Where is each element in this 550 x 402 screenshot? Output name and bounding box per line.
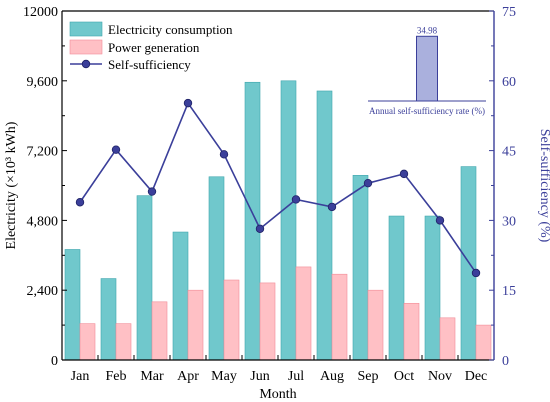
x-tick-label: Mar [140, 369, 164, 384]
bar-generation-apr [187, 289, 204, 361]
self-sufficiency-line [79, 101, 477, 274]
bar-consumption-aug [316, 90, 333, 361]
bar-consumption-jan [64, 249, 81, 361]
bar-generation-feb [115, 323, 132, 361]
point-self-sufficiency-dec [471, 268, 481, 278]
bar-generation-jul [295, 266, 312, 361]
right-tick-label: 60 [502, 75, 516, 90]
point-self-sufficiency-may [219, 150, 229, 159]
bar-generation-aug [331, 273, 348, 361]
point-self-sufficiency-aug [327, 202, 337, 212]
bar-consumption-nov [424, 215, 441, 361]
bar-generation-jun [259, 282, 276, 361]
bar-generation-dec [475, 324, 492, 361]
x-tick-label: Aug [320, 369, 344, 384]
bar-consumption-jul [280, 80, 297, 361]
bar-consumption-mar [136, 195, 153, 361]
x-tick-label: Feb [106, 369, 127, 384]
left-tick-label: 9,600 [27, 75, 59, 90]
bar-consumption-feb [100, 278, 117, 361]
point-self-sufficiency-jun [255, 224, 265, 233]
left-tick-label: 7,200 [27, 145, 59, 160]
point-self-sufficiency-nov [435, 216, 445, 225]
legend-swatch-generation [69, 39, 103, 55]
x-tick-label: Jan [71, 369, 90, 384]
bar-consumption-apr [172, 231, 189, 361]
legend-label-generation: Power generation [108, 40, 200, 55]
right-tick-label: 30 [502, 214, 516, 229]
left-axis-title: Electricity (×10³ kWh) [4, 121, 19, 249]
bar-consumption-oct [388, 215, 405, 361]
x-tick-label: Nov [428, 369, 452, 384]
x-tick-label: May [211, 369, 237, 384]
x-tick-label: Apr [177, 369, 199, 384]
x-tick-label: Dec [465, 369, 488, 384]
x-tick-label: Jul [288, 369, 304, 384]
left-tick-label: 0 [51, 354, 58, 369]
legend-swatch-consumption [69, 21, 103, 37]
bar-generation-nov [439, 317, 456, 361]
point-self-sufficiency-oct [399, 169, 409, 179]
right-tick-label: 15 [502, 284, 516, 299]
right-tick-label: 45 [502, 145, 516, 160]
point-self-sufficiency-jul [291, 195, 301, 204]
bar-generation-may [223, 279, 240, 361]
left-tick-label: 12000 [23, 5, 58, 20]
right-tick-label: 75 [502, 5, 516, 20]
left-tick-label: 4,800 [27, 214, 59, 229]
legend-label-consumption: Electricity consumption [108, 22, 233, 37]
right-axis-title: Self-sufficiency (%) [537, 129, 550, 243]
point-self-sufficiency-feb [111, 145, 121, 154]
point-self-sufficiency-mar [147, 187, 157, 196]
bar-generation-sep [367, 289, 384, 361]
inset-bar [416, 35, 438, 102]
point-self-sufficiency-apr [183, 98, 193, 108]
bar-generation-mar [151, 301, 168, 361]
right-tick-label: 0 [502, 354, 509, 369]
x-tick-label: Sep [358, 369, 379, 384]
bar-consumption-may [208, 176, 225, 361]
x-tick-label: Jun [250, 369, 269, 384]
left-tick-label: 2,400 [27, 284, 59, 299]
bar-generation-jan [79, 323, 96, 361]
point-self-sufficiency-sep [363, 178, 373, 188]
legend-label-self-sufficiency: Self-sufficiency [108, 57, 191, 72]
bar-consumption-jun [244, 81, 261, 361]
point-self-sufficiency-jan [75, 198, 85, 207]
x-axis-title: Month [259, 387, 296, 402]
inset-value-label: 34.98 [417, 25, 438, 35]
bar-consumption-sep [352, 175, 369, 361]
legend-marker-self-sufficiency [81, 59, 91, 69]
x-tick-label: Oct [394, 369, 414, 384]
inset-label: Annual self-sufficiency rate (%) [369, 106, 485, 116]
bar-generation-oct [403, 302, 420, 361]
